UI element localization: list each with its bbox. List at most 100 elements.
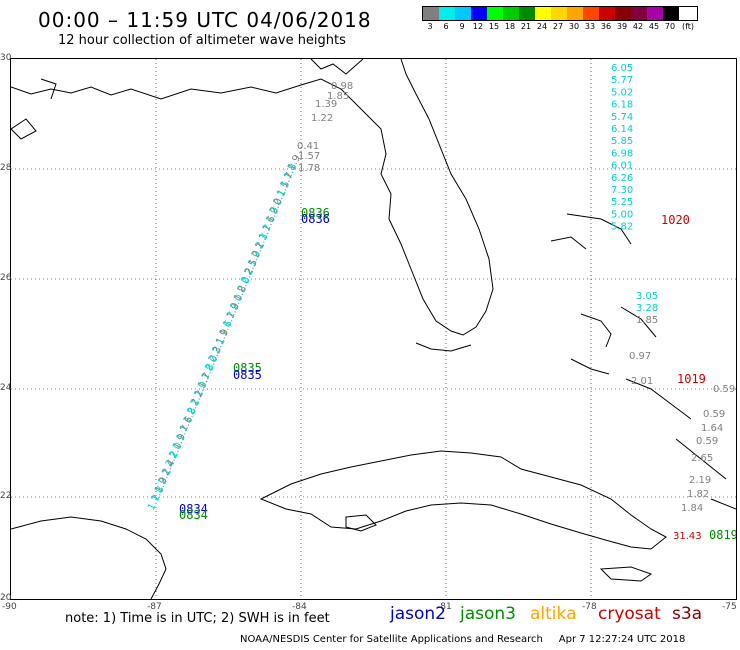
lat-tick-label: 26 (0, 273, 12, 283)
swh-value: 2.65 (691, 453, 713, 464)
swh-value: 1.84 (681, 503, 703, 514)
color-legend: 3 6 9 12 15 18 21 24 27 30 33 36 39 42 45 70 (ft) (422, 6, 698, 31)
swh-value: 5.82 (611, 222, 633, 233)
swh-value: 6.18 (611, 100, 633, 111)
legend-swatch (583, 7, 599, 20)
legend-swatches (422, 6, 698, 21)
satellite-legend-item: jason2 (390, 604, 446, 624)
swh-value: 2.01 (631, 376, 653, 387)
map-subtitle: 12 hour collection of altimeter wave hei… (58, 33, 346, 48)
legend-swatch (663, 7, 679, 20)
legend-swatch (487, 7, 503, 20)
swh-value: 3.05 (636, 291, 658, 302)
lat-tick-label: 30 (0, 53, 12, 63)
satellite-legend-item: jason3 (460, 604, 516, 624)
legend-label: 33 (584, 22, 596, 31)
legend-swatch (567, 7, 583, 20)
lon-tick-label: -81 (437, 602, 452, 612)
legend-swatch (471, 7, 487, 20)
time-stamp: 0834 (179, 508, 208, 522)
map-panel: 6.05 5.77 5.02 6.18 5.74 6.14 5.85 6.98 6.01 6.26… (10, 58, 737, 600)
time-stamp: 0819 (709, 528, 736, 542)
lat-tick-label: 22 (0, 491, 12, 501)
swh-value: 5.00 (611, 209, 633, 220)
time-stamp: 0836 (301, 206, 330, 220)
swh-value: 0.41 (297, 141, 319, 152)
swh-value: 6.01 (611, 161, 633, 172)
lon-tick-label: -90 (2, 602, 17, 612)
coastline (11, 59, 736, 599)
graticule (11, 59, 736, 599)
swh-value: 0.59 (696, 436, 718, 447)
swh-value: 1.22 (311, 113, 333, 124)
satellite-legend-item: altika (530, 604, 577, 624)
time-stamp: 0834 (179, 502, 208, 516)
legend-swatch (503, 7, 519, 20)
swh-value: 6.05 (611, 63, 633, 74)
swh-value: 1.85 (636, 315, 658, 326)
legend-swatch (647, 7, 663, 20)
legend-swatch (535, 7, 551, 20)
map-title: 00:00 – 11:59 UTC 04/06/2018 (38, 8, 372, 32)
legend-swatch (423, 7, 439, 20)
legend-label: 21 (520, 22, 532, 31)
swh-value: 6.14 (611, 124, 633, 135)
swh-value: 5.02 (611, 87, 633, 98)
legend-swatch (519, 7, 535, 20)
swh-value: 0.97 (629, 351, 651, 362)
swh-value: 3.28 (636, 303, 658, 314)
map-canvas: 6.055.775.02 6.185.746.145.856.98 6.016.26… (11, 59, 736, 599)
legend-label: 24 (536, 22, 548, 31)
legend-label: 30 (568, 22, 580, 31)
note-text: note: 1) Time is in UTC; 2) SWH is in fe… (65, 611, 330, 626)
satellite-legend-item: cryosat (598, 604, 661, 624)
time-stamp: 0835 (233, 368, 262, 382)
swh-value: 1.78 (298, 163, 320, 174)
legend-swatch (455, 7, 471, 20)
swh-value: 1.64 (701, 423, 723, 434)
legend-unit: (ft) (681, 22, 695, 31)
footer-date: Apr 7 12:27:24 UTC 2018 (558, 634, 686, 645)
swh-value: 5.77 (611, 75, 633, 86)
swh-value: 1.85 (327, 91, 349, 102)
data-overlay: 6.055.775.02 6.185.746.145.856.98 6.016.26… (146, 63, 736, 542)
lon-tick-label: -75 (722, 602, 737, 612)
swh-value: 1.39 (315, 99, 337, 110)
legend-label: 39 (616, 22, 628, 31)
legend-swatch (599, 7, 615, 20)
legend-swatch (631, 7, 647, 20)
swh-value: 6.98 (611, 148, 633, 159)
legend-label: 6 (443, 22, 449, 31)
legend-label: 9 (459, 22, 465, 31)
swh-value: 1.82 (687, 489, 709, 500)
swh-value: 7.30 (611, 185, 633, 196)
satellite-legend-item: s3a (672, 604, 703, 624)
footer-credit: NOAA/NESDIS Center for Satellite Applica… (240, 634, 543, 645)
swh-value: 0.98 (331, 81, 353, 92)
legend-swatch (551, 7, 567, 20)
legend-labels: 3 6 9 12 15 18 21 24 27 30 33 36 39 42 45 70 (ft) (422, 22, 698, 31)
swh-value: 0.59 (713, 384, 735, 395)
time-stamp: 0836 (301, 212, 330, 226)
swh-value: 0.59 (703, 409, 725, 420)
legend-swatch (615, 7, 631, 20)
swh-value: 5.85 (611, 136, 633, 147)
footer: NOAA/NESDIS Center for Satellite Applica… (240, 634, 685, 645)
legend-label: 45 (648, 22, 660, 31)
swh-value: 5.74 (611, 112, 633, 123)
legend-label: 27 (552, 22, 564, 31)
legend-label: 18 (504, 22, 516, 31)
legend-label: 12 (472, 22, 484, 31)
time-stamp: 0835 (233, 361, 262, 375)
legend-label: 42 (632, 22, 644, 31)
lat-tick-label: 28 (0, 163, 12, 173)
lon-tick-label: -87 (147, 602, 162, 612)
legend-label: 15 (488, 22, 500, 31)
legend-swatch (439, 7, 455, 20)
lon-tick-label: -78 (582, 602, 597, 612)
swh-value: 2.19 (689, 475, 711, 486)
swh-value: 5.25 (611, 197, 633, 208)
legend-label: 36 (600, 22, 612, 31)
lon-tick-label: -84 (292, 602, 307, 612)
swh-value: 1.57 (298, 151, 320, 162)
